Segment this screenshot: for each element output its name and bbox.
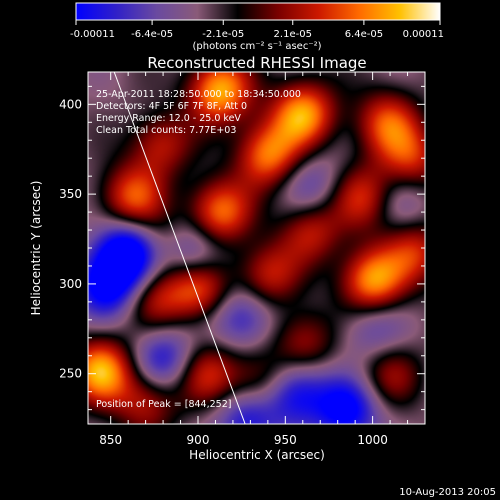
annotation-clean: Clean Total counts: 7.77E+03 [96, 125, 236, 136]
image-heatmap [88, 72, 425, 424]
x-tick-label: 1000 [357, 433, 388, 447]
y-axis-label: Heliocentric Y (arcsec) [29, 181, 43, 316]
footer-timestamp: 10-Aug-2013 20:05 [399, 487, 496, 498]
plot-area: 850 900 950 1000 250 300 350 400 25-Apr-2011 18… [59, 71, 426, 447]
colorbar-tick-label: 2.1e-05 [274, 29, 312, 40]
y-tick-label: 350 [59, 187, 82, 201]
colorbar-tick-label: 0.00011 [403, 29, 444, 40]
x-axis-label: Heliocentric X (arcsec) [189, 448, 325, 462]
annotation-time: 25-Apr-2011 18:28:50.000 to 18:34:50.000 [96, 89, 301, 100]
y-tick-label: 400 [59, 97, 82, 111]
solar-limb-line [113, 72, 246, 424]
annotation-energy: Energy Range: 12.0 - 25.0 keV [96, 113, 241, 124]
colorbar-ticks: -0.00011 -6.4e-05 -2.1e-05 2.1e-05 6.4e-05 0.… [70, 20, 444, 40]
x-tick-label: 950 [274, 433, 297, 447]
chart-title: Reconstructed RHESSI Image [147, 54, 366, 72]
colorbar-tick-label: -2.1e-05 [202, 29, 244, 40]
axis-ticks: 850 900 950 1000 250 300 350 400 [59, 72, 425, 447]
colorbar-gradient [75, 2, 441, 21]
colorbar-tick-label: -6.4e-05 [131, 29, 173, 40]
y-tick-label: 250 [59, 367, 82, 381]
colorbar-tick-label: -0.00011 [70, 29, 115, 40]
annotation-detectors: Detectors: 4F 5F 6F 7F 8F, Att 0 [96, 101, 247, 112]
colorbar-units: (photons cm⁻² s⁻¹ asec⁻²) [192, 41, 321, 52]
colorbar: -0.00011 -6.4e-05 -2.1e-05 2.1e-05 6.4e-05 0.… [70, 2, 444, 52]
peak-position-label: Position of Peak = [844,252] [96, 399, 231, 410]
y-tick-label: 300 [59, 277, 82, 291]
x-tick-label: 850 [99, 433, 122, 447]
colorbar-tick-label: 6.4e-05 [345, 29, 383, 40]
x-tick-label: 900 [187, 433, 210, 447]
